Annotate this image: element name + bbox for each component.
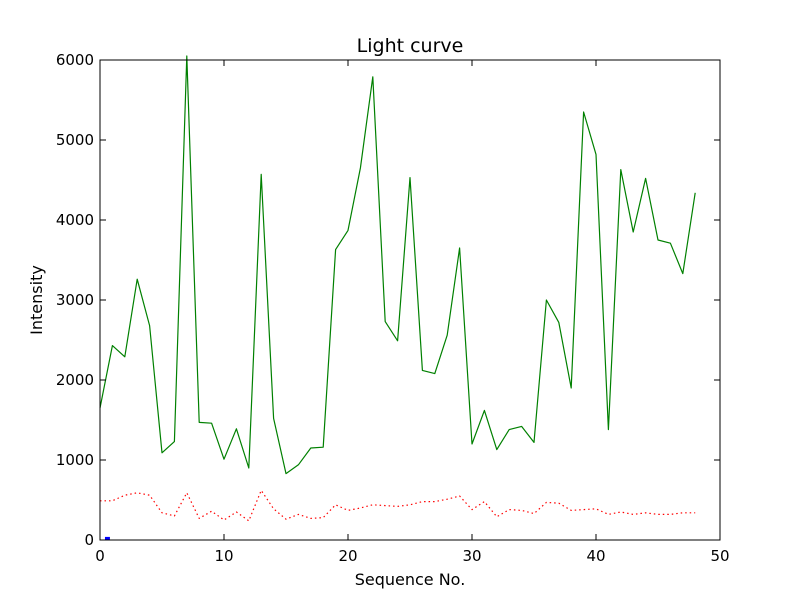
plot-frame (99, 59, 721, 541)
y-tick-label: 6000 (56, 51, 94, 69)
series-line-2 (100, 489, 696, 522)
y-tick-label: 3000 (56, 291, 94, 309)
plot-lines (99, 55, 696, 540)
x-axis-label: Sequence No. (355, 570, 466, 589)
x-tick-label: 10 (214, 547, 233, 565)
series-line-1 (99, 55, 696, 475)
y-tick-label: 1000 (56, 451, 94, 469)
y-axis-label: Intensity (27, 265, 46, 335)
x-axis-ticks: 0 10 20 30 40 50 (95, 60, 730, 565)
y-tick-label: 2000 (56, 371, 94, 389)
y-axis-ticks: 0 1000 2000 3000 4000 5000 6000 (56, 51, 720, 549)
x-tick-label: 20 (338, 547, 357, 565)
x-tick-label: 50 (710, 547, 729, 565)
x-tick-label: 30 (462, 547, 481, 565)
y-tick-label: 5000 (56, 131, 94, 149)
chart-title: Light curve (357, 35, 464, 57)
y-tick-label: 4000 (56, 211, 94, 229)
y-tick-label: 0 (84, 531, 94, 549)
x-tick-label: 40 (586, 547, 605, 565)
x-tick-label: 0 (95, 547, 105, 565)
